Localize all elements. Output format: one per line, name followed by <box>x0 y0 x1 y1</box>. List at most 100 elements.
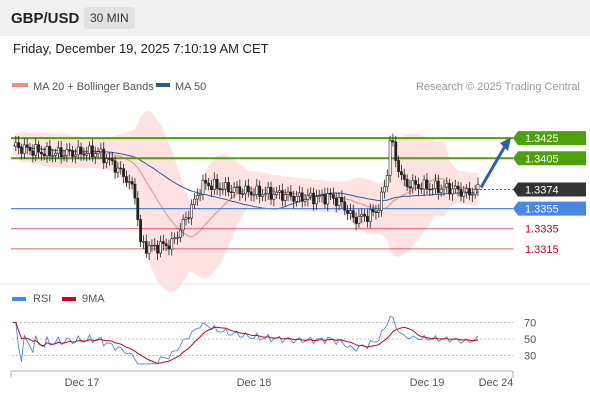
candle-body <box>62 155 66 158</box>
candle-body <box>82 153 86 156</box>
candle-body <box>76 146 80 156</box>
ma20-legend-swatch <box>12 83 28 87</box>
candle-body <box>201 180 205 195</box>
candle-body <box>470 193 474 196</box>
candle-body <box>263 193 267 196</box>
candle-body <box>90 145 94 158</box>
candle-body <box>147 245 151 254</box>
candle-body <box>292 196 296 202</box>
candle-body <box>229 191 233 193</box>
candle-body <box>184 217 188 220</box>
candle-body <box>198 193 202 196</box>
candle-body <box>357 215 361 224</box>
candle-body <box>266 187 270 194</box>
candle-body <box>28 147 32 152</box>
bollinger-band-area <box>13 110 478 293</box>
candle-body <box>244 185 247 195</box>
candle-body <box>436 180 440 193</box>
candle-body <box>434 180 437 190</box>
level-label-1.3335: 1.3335 <box>525 224 559 236</box>
symbol-title: GBP/USD <box>11 10 80 27</box>
candle-body <box>337 197 341 206</box>
candle-body <box>439 188 443 193</box>
rsi-tick-70: 70 <box>524 317 536 329</box>
candle-body <box>14 142 18 147</box>
candle-body <box>96 151 100 154</box>
candle-body <box>309 192 313 197</box>
candle-body <box>377 209 381 213</box>
candle-body <box>210 185 213 190</box>
candle-body <box>48 146 52 157</box>
candle-body <box>238 186 242 195</box>
candle-body <box>119 167 123 170</box>
x-label-dec-18: Dec 18 <box>237 377 272 389</box>
candle-body <box>142 241 145 243</box>
forecast-arrow-head <box>500 137 511 152</box>
candle-body <box>88 145 91 154</box>
candle-body <box>261 194 264 197</box>
candle-body <box>456 185 460 190</box>
candle-body <box>402 174 406 180</box>
candle-body <box>368 209 372 222</box>
candle-body <box>221 188 225 191</box>
candle-body <box>411 180 415 189</box>
candle-body <box>173 237 177 240</box>
candle-body <box>448 183 452 195</box>
level-label-1.3355: 1.3355 <box>525 204 559 216</box>
ma9-legend-swatch <box>62 297 76 301</box>
candle-body <box>343 201 347 211</box>
timeframe-button[interactable]: 30 MIN <box>84 7 135 29</box>
candle-body <box>320 194 324 196</box>
candle-body <box>278 190 281 193</box>
candle-body <box>303 199 307 202</box>
candle-body <box>235 186 239 188</box>
candle-body <box>139 219 142 242</box>
candle-body <box>366 215 369 222</box>
candle-body <box>65 149 69 156</box>
candle-body <box>153 244 157 247</box>
candle-body <box>93 153 97 158</box>
ma20-legend-label: MA 20 + Bollinger Bands <box>33 81 154 93</box>
candle-body <box>193 198 196 205</box>
candle-body <box>71 150 74 157</box>
level-tag-1.3374 <box>513 182 586 197</box>
candle-body <box>127 181 131 183</box>
candle-body <box>300 192 304 202</box>
candle-body <box>150 245 154 247</box>
candle-body <box>289 191 293 197</box>
candle-body <box>207 182 211 187</box>
candle-body <box>212 178 216 190</box>
candle-body <box>20 147 23 154</box>
candle-body <box>334 197 338 206</box>
candle-body <box>99 148 103 153</box>
candle-body <box>25 144 29 148</box>
level-tag-1.3405 <box>513 151 586 166</box>
candle-body <box>246 185 250 193</box>
candle-body <box>272 194 276 200</box>
candle-body <box>388 140 392 176</box>
candle-body <box>445 183 449 188</box>
candle-body <box>459 188 463 197</box>
candle-body <box>431 188 435 190</box>
candle-body <box>383 186 386 193</box>
candle-body <box>329 193 332 195</box>
candle-body <box>105 158 108 164</box>
candle-body <box>462 191 466 197</box>
candle-body <box>122 168 125 177</box>
candle-body <box>397 160 401 172</box>
candle-body <box>451 188 454 195</box>
candle-body <box>56 147 60 154</box>
candle-body <box>42 153 46 157</box>
candle-body <box>371 209 375 213</box>
candle-body <box>176 237 179 239</box>
candle-body <box>453 185 457 190</box>
candle-body <box>425 179 429 190</box>
forecast-arrow-shaft <box>479 145 507 189</box>
x-axis: Dec 17 Dec 18 Dec 19 Dec 24 <box>10 370 513 389</box>
candle-body <box>346 210 349 214</box>
candle-body <box>405 178 409 188</box>
rsi-tick-30: 30 <box>524 351 536 363</box>
x-label-dec-19: Dec 19 <box>410 377 445 389</box>
